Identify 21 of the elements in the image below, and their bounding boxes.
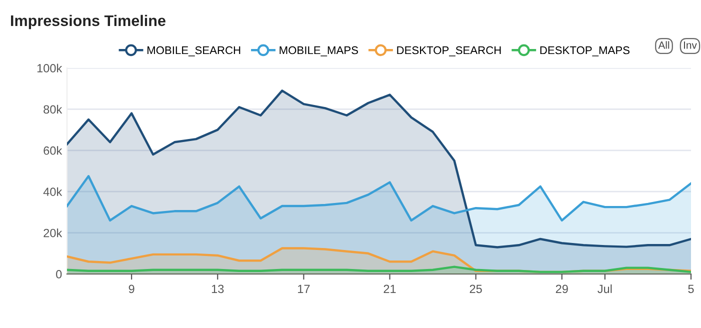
y-tick-label: 20k (44, 228, 62, 238)
legend-label: DESKTOP_SEARCH (397, 46, 501, 56)
legend-label: MOBILE_SEARCH (147, 46, 240, 56)
x-tick-label: 17 (298, 284, 310, 293)
text: Inv (684, 42, 697, 49)
x-tick-label: 9 (128, 284, 134, 294)
y-tick-label: 80k (44, 104, 62, 114)
x-tick-label: 21 (384, 284, 396, 293)
chart-title: Impressions Timeline (11, 14, 166, 30)
y-tick-label: 0 (56, 270, 62, 278)
x-tick-label: Jul (598, 284, 612, 294)
text: All (658, 41, 670, 49)
y-tick-label: 60k (44, 146, 62, 155)
x-tick-label: 13 (212, 284, 224, 294)
y-tick-label: 40k (43, 187, 62, 196)
legend-label: MOBILE_MAPS (280, 46, 358, 56)
x-tick-label: 29 (556, 284, 568, 294)
x-tick-label: 5 (688, 284, 694, 294)
y-tick-label: 100k (37, 64, 62, 72)
x-tick-label: 25 (470, 284, 482, 294)
legend-label: DESKTOP_MAPS (540, 46, 630, 56)
